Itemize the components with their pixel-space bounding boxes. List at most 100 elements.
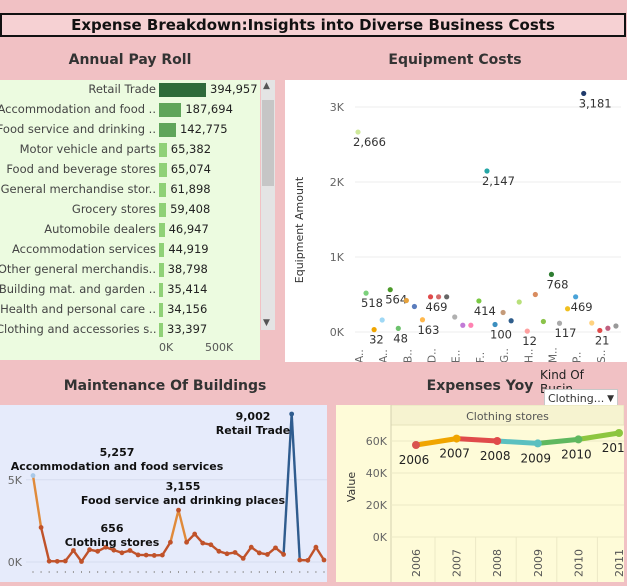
payroll-row[interactable]: General merchandise stor.. 61,898 xyxy=(0,180,258,200)
payroll-value-label: 33,397 xyxy=(167,322,208,336)
equipment-point xyxy=(508,318,514,324)
maintenance-point xyxy=(95,548,101,554)
maintenance-point xyxy=(87,547,92,553)
equipment-point xyxy=(573,294,579,300)
maintenance-point xyxy=(159,552,165,558)
maintenance-segment xyxy=(314,546,326,561)
maintenance-point xyxy=(297,557,303,563)
payroll-row-label: Retail Trade xyxy=(88,82,156,96)
payroll-row[interactable]: Automobile dealers 46,947 xyxy=(0,220,258,240)
equipment-point xyxy=(419,317,426,323)
payroll-bar[interactable] xyxy=(159,263,164,277)
equipment-title: Equipment Costs xyxy=(388,52,522,68)
payroll-value-label: 65,382 xyxy=(170,142,212,156)
equipment-x-tick: E.. xyxy=(451,350,463,362)
payroll-row[interactable]: Accommodation services 44,919 xyxy=(0,240,258,260)
equipment-point-label: 469 xyxy=(426,300,448,314)
equipment-point-label: 21 xyxy=(595,333,610,347)
equipment-scatter: Equipment Amount 0K 1K 2K 3K 2,666 518 32 564 48 1… xyxy=(293,90,621,363)
maintenance-segment xyxy=(177,509,188,543)
yoy-y-label: Value xyxy=(345,472,358,502)
payroll-row[interactable]: Grocery stores 59,408 xyxy=(0,200,258,220)
yoy-y-tick: 0K xyxy=(373,531,388,544)
payroll-bar[interactable] xyxy=(159,163,167,177)
maintenance-y-tick: 0K xyxy=(8,556,23,569)
payroll-row[interactable]: Food and beverage stores 65,074 xyxy=(0,160,258,180)
equipment-x-tick: G.. xyxy=(499,348,511,362)
payroll-bar[interactable] xyxy=(159,323,163,337)
maintenance-segment xyxy=(169,509,180,543)
maintenance-annotation-value: 3,155 xyxy=(166,480,201,493)
payroll-row-label: Food service and drinking .. xyxy=(0,122,156,136)
payroll-row[interactable]: Retail Trade 394,957 xyxy=(0,80,258,100)
maintenance-point xyxy=(313,544,319,550)
payroll-row[interactable]: Motor vehicle and parts 65,382 xyxy=(0,140,258,160)
payroll-value-label: 38,798 xyxy=(167,262,208,276)
maintenance-point xyxy=(248,544,254,550)
maintenance-segment xyxy=(282,413,293,555)
equipment-point xyxy=(436,294,442,300)
kind-of-business-dropdown[interactable]: Clothing... ▼ xyxy=(544,389,618,407)
equipment-point xyxy=(363,290,369,296)
maintenance-annotation-label: Clothing stores xyxy=(65,536,160,549)
payroll-value-label: 61,898 xyxy=(170,182,211,196)
yoy-chart: Clothing stores Value 0K 20K 40K 60K 2006 2006 2… xyxy=(336,404,627,582)
yoy-point xyxy=(493,437,502,445)
payroll-row[interactable]: Food service and drinking .. 142,775 xyxy=(0,120,258,140)
payroll-bar[interactable] xyxy=(159,243,165,257)
payroll-row-label: Food and beverage stores xyxy=(6,162,156,176)
payroll-value-label: 394,957 xyxy=(210,82,258,96)
equipment-point xyxy=(379,317,385,323)
payroll-bar[interactable] xyxy=(159,203,167,217)
scroll-down-icon[interactable]: ▼ xyxy=(263,318,270,328)
maintenance-point xyxy=(143,552,149,558)
maintenance-point xyxy=(232,550,238,555)
payroll-row[interactable]: Health and personal care .. 34,156 xyxy=(0,300,258,320)
equipment-x-tick: P.. xyxy=(572,352,584,362)
equipment-point-label: 100 xyxy=(490,328,512,342)
equipment-point-label: 414 xyxy=(474,304,496,318)
equipment-point xyxy=(524,328,530,334)
payroll-bar[interactable] xyxy=(159,143,167,157)
yoy-point xyxy=(533,439,542,448)
payroll-row[interactable]: Other general merchandis.. 38,798 xyxy=(0,260,258,280)
payroll-bar[interactable] xyxy=(159,283,164,297)
equipment-x-tick: M.. xyxy=(547,347,559,362)
payroll-bar[interactable] xyxy=(159,183,167,197)
equipment-point xyxy=(581,90,587,97)
maintenance-point xyxy=(256,550,262,556)
payroll-row[interactable]: Building mat. and garden .. 35,414 xyxy=(0,280,258,300)
payroll-value-label: 65,074 xyxy=(170,162,211,176)
payroll-row[interactable]: Clothing and accessories s.. 33,397 xyxy=(0,320,258,340)
equipment-point xyxy=(460,322,466,328)
yoy-point-label: 2007 xyxy=(439,447,470,461)
payroll-bar[interactable] xyxy=(159,103,182,117)
maintenance-chart: 0K 5K 5,257 Accommodation and food services… xyxy=(0,405,327,582)
equipment-point xyxy=(468,322,474,328)
equipment-point-label: 163 xyxy=(417,323,439,337)
payroll-row[interactable]: Accommodation and food .. 187,694 xyxy=(0,100,258,120)
equipment-y-tick: 1K xyxy=(330,251,345,264)
payroll-scroll-thumb[interactable] xyxy=(262,100,274,186)
payroll-bar[interactable] xyxy=(159,223,165,237)
chevron-down-icon[interactable]: ▼ xyxy=(607,394,614,404)
payroll-axis-tick: 500K xyxy=(205,341,234,354)
payroll-value-label: 34,156 xyxy=(167,302,208,316)
scroll-up-icon[interactable]: ▲ xyxy=(263,81,270,91)
kind-of-business-value: Clothing... xyxy=(548,392,605,405)
payroll-bar[interactable] xyxy=(159,123,176,137)
yoy-x-tick: 2011 xyxy=(613,549,624,577)
maintenance-point xyxy=(305,557,311,563)
equipment-point-label: 469 xyxy=(571,300,593,314)
yoy-segment xyxy=(413,436,460,448)
equipment-point xyxy=(597,327,603,334)
equipment-point xyxy=(564,306,571,312)
equipment-point xyxy=(355,129,361,135)
equipment-point xyxy=(548,271,555,277)
yoy-x-tick: 2008 xyxy=(491,549,504,577)
payroll-value-label: 35,414 xyxy=(167,282,208,296)
payroll-value-label: 59,408 xyxy=(170,202,211,216)
equipment-point xyxy=(484,168,490,174)
payroll-bar[interactable] xyxy=(159,303,164,317)
payroll-bar[interactable] xyxy=(159,83,206,97)
